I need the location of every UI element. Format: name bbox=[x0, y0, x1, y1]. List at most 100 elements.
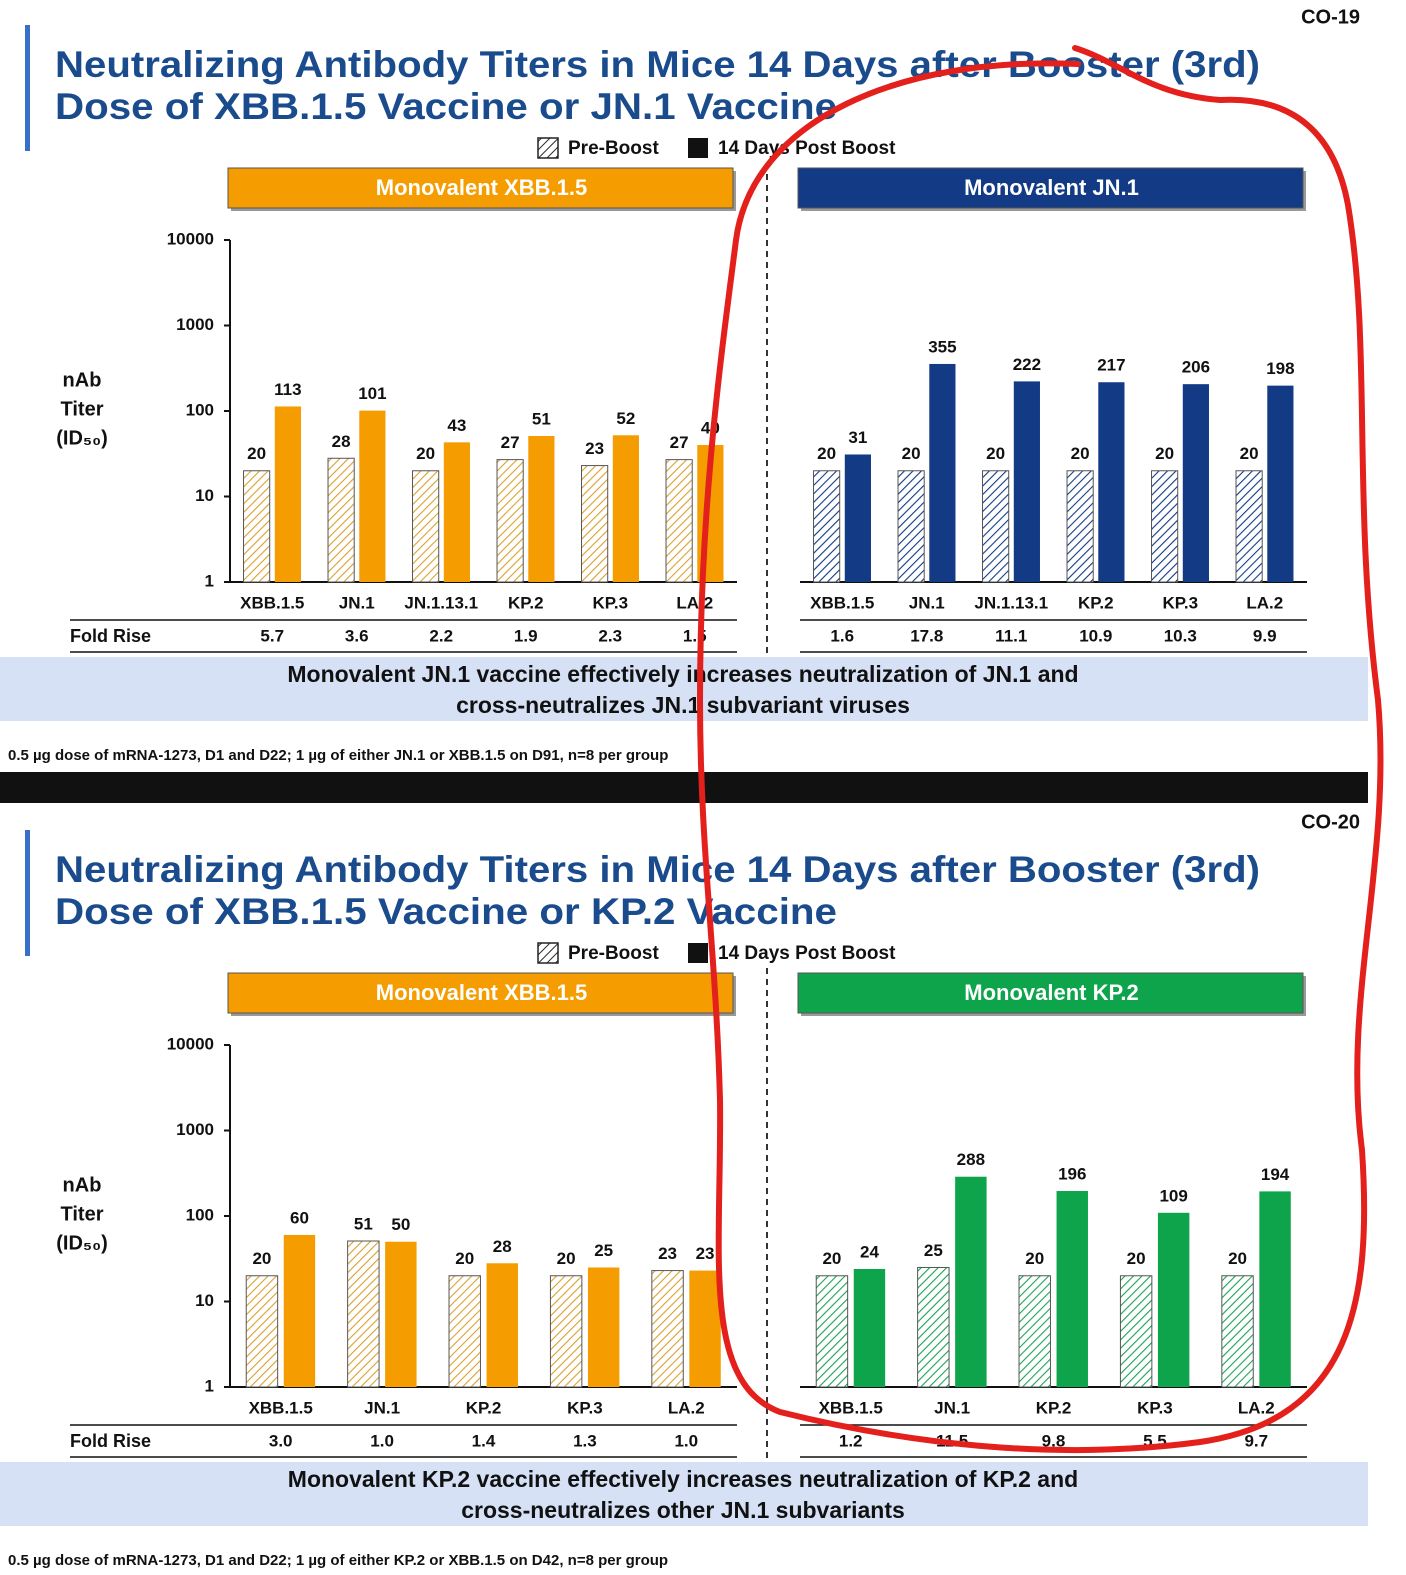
footnote: 0.5 µg dose of mRNA-1273, D1 and D22; 1 … bbox=[8, 1552, 668, 1569]
title-accent bbox=[25, 25, 30, 151]
bar bbox=[412, 470, 440, 583]
x-tick-label: XBB.1.5 bbox=[810, 593, 874, 612]
fold-rise-value: 1.2 bbox=[839, 1431, 863, 1450]
data-label: 25 bbox=[924, 1241, 943, 1260]
bar bbox=[1066, 470, 1094, 583]
legend-label: Pre-Boost bbox=[568, 138, 659, 159]
bar bbox=[929, 363, 956, 582]
title-accent bbox=[25, 830, 30, 956]
data-label: 196 bbox=[1058, 1164, 1086, 1183]
bar bbox=[897, 470, 925, 583]
bar bbox=[587, 1267, 620, 1387]
data-label: 27 bbox=[501, 433, 520, 452]
y-tick-label: 1 bbox=[205, 571, 214, 590]
bar bbox=[385, 1241, 417, 1387]
bar bbox=[496, 459, 524, 583]
panel-header bbox=[227, 972, 734, 1014]
data-label: 20 bbox=[1228, 1249, 1247, 1268]
fold-rise-value: 1.0 bbox=[674, 1431, 698, 1450]
bar bbox=[486, 1263, 518, 1387]
bar bbox=[359, 410, 386, 582]
data-label: 198 bbox=[1266, 359, 1294, 378]
x-tick-label: KP.2 bbox=[466, 1398, 502, 1417]
fold-rise-value: 2.3 bbox=[598, 626, 622, 645]
fold-rise-value: 1.6 bbox=[830, 626, 854, 645]
bar bbox=[1267, 385, 1294, 582]
data-label: 20 bbox=[416, 444, 435, 463]
fold-rise-value: 10.9 bbox=[1079, 626, 1112, 645]
y-tick-label: 10 bbox=[195, 1291, 214, 1310]
data-label: 31 bbox=[848, 428, 867, 447]
slide-title: Dose of XBB.1.5 Vaccine or JN.1 Vaccine bbox=[55, 86, 837, 127]
x-tick-label: JN.1 bbox=[909, 593, 945, 612]
data-label: 20 bbox=[822, 1249, 841, 1268]
conclusion-band bbox=[0, 1462, 1368, 1526]
data-label: 23 bbox=[696, 1244, 715, 1263]
y-tick-label: 100 bbox=[186, 1205, 214, 1224]
bar bbox=[549, 1275, 583, 1388]
y-tick-label: 10 bbox=[195, 486, 214, 505]
data-label: 20 bbox=[1127, 1249, 1146, 1268]
data-label: 27 bbox=[670, 433, 689, 452]
bar bbox=[245, 1275, 279, 1388]
fold-rise-value: 11.1 bbox=[995, 626, 1027, 645]
y-axis-label: nAb bbox=[63, 1174, 102, 1196]
bar bbox=[815, 1275, 849, 1388]
data-label: 206 bbox=[1182, 358, 1210, 377]
data-label: 222 bbox=[1013, 355, 1041, 374]
conclusion-text: cross-neutralizes other JN.1 subvariants bbox=[461, 1497, 905, 1523]
data-label: 355 bbox=[928, 337, 956, 356]
fold-rise-value: 10.3 bbox=[1164, 626, 1197, 645]
x-tick-label: KP.2 bbox=[1078, 593, 1114, 612]
bar bbox=[612, 435, 639, 582]
bar bbox=[581, 465, 609, 583]
y-axis-label: Titer bbox=[61, 398, 104, 420]
fold-rise-value: 1.3 bbox=[573, 1431, 597, 1450]
fold-rise-value: 9.7 bbox=[1244, 1431, 1268, 1450]
data-label: 51 bbox=[532, 409, 551, 428]
data-label: 23 bbox=[585, 439, 604, 458]
fold-rise-value: 1.4 bbox=[472, 1431, 496, 1450]
x-tick-label: XBB.1.5 bbox=[240, 593, 304, 612]
row-label: Fold Rise bbox=[70, 1431, 151, 1451]
y-tick-label: 100 bbox=[186, 400, 214, 419]
x-tick-label: JN.1 bbox=[364, 1398, 400, 1417]
bar bbox=[448, 1275, 481, 1388]
x-tick-label: XBB.1.5 bbox=[819, 1398, 883, 1417]
x-tick-label: JN.1.13.1 bbox=[404, 593, 478, 612]
data-label: 20 bbox=[1240, 444, 1259, 463]
row-label: Fold Rise bbox=[70, 626, 151, 646]
slide-code: CO-20 bbox=[1301, 811, 1360, 833]
fold-rise-value: 1.9 bbox=[514, 626, 538, 645]
data-label: 28 bbox=[332, 432, 351, 451]
panel-title: Monovalent XBB.1.5 bbox=[376, 980, 587, 1005]
y-tick-label: 1000 bbox=[176, 315, 214, 334]
y-axis-label: (ID₅₀) bbox=[56, 1232, 108, 1254]
data-label: 101 bbox=[358, 384, 386, 403]
bar bbox=[651, 1270, 684, 1388]
x-tick-label: KP.2 bbox=[1036, 1398, 1072, 1417]
fold-rise-value: 9.8 bbox=[1042, 1431, 1066, 1450]
data-label: 109 bbox=[1159, 1186, 1187, 1205]
data-label: 28 bbox=[493, 1237, 512, 1256]
data-label: 43 bbox=[447, 416, 466, 435]
bar bbox=[274, 406, 301, 582]
legend-swatch bbox=[537, 137, 559, 159]
data-label: 52 bbox=[616, 409, 635, 428]
y-tick-label: 1 bbox=[205, 1376, 214, 1395]
data-label: 20 bbox=[1025, 1249, 1044, 1268]
data-label: 50 bbox=[391, 1215, 410, 1234]
x-tick-label: KP.3 bbox=[592, 593, 628, 612]
data-label: 20 bbox=[1071, 444, 1090, 463]
panel-title: Monovalent XBB.1.5 bbox=[376, 175, 587, 200]
slide-title: Dose of XBB.1.5 Vaccine or KP.2 Vaccine bbox=[55, 891, 837, 932]
x-tick-label: KP.3 bbox=[1137, 1398, 1173, 1417]
bar bbox=[665, 459, 693, 583]
x-tick-label: JN.1 bbox=[339, 593, 375, 612]
bar bbox=[689, 1270, 721, 1387]
bar bbox=[1235, 470, 1263, 583]
fold-rise-value: 1.0 bbox=[370, 1431, 394, 1450]
